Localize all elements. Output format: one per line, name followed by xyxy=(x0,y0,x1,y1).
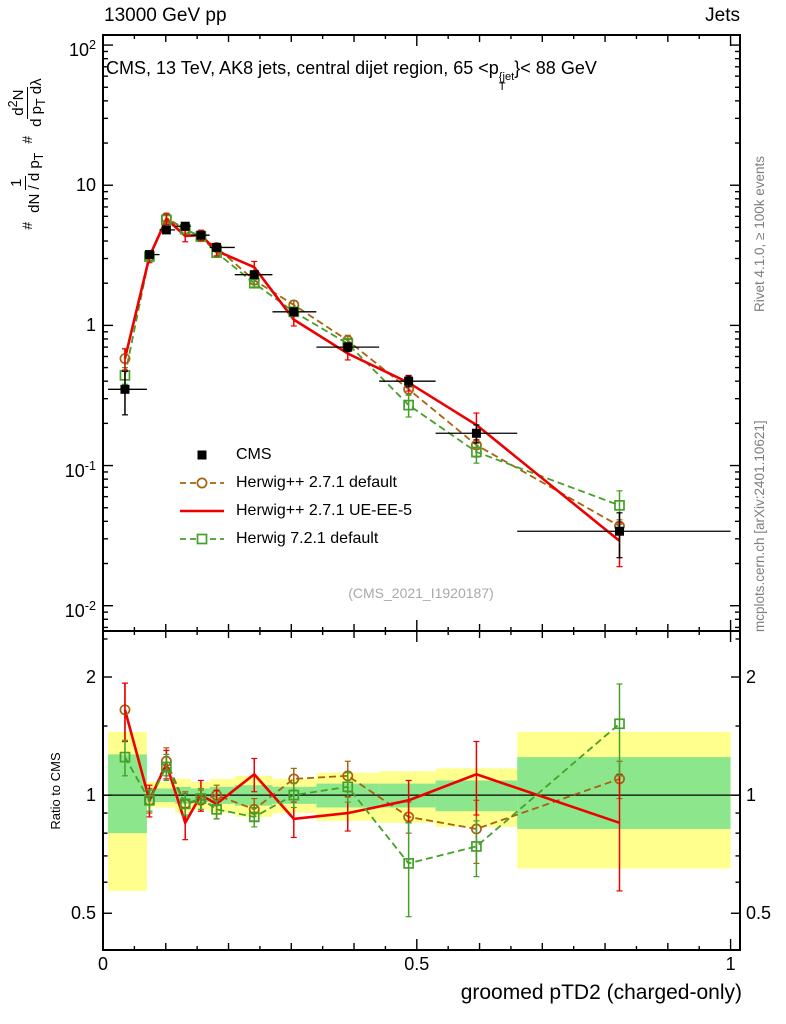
collision-energy-label: 13000 GeV pp xyxy=(104,5,227,26)
process-label: Jets xyxy=(705,5,740,26)
legend-square-open-icon xyxy=(180,533,224,545)
ylabel-frac2-numerator: d2N xyxy=(6,86,29,119)
legend-item-label: Herwig++ 2.7.1 default xyxy=(236,474,397,491)
ratio-y-tick-label-left: 1 xyxy=(85,785,96,806)
main-y-axis-label: # 1 dN / d pT # d2N d pT dλ xyxy=(6,36,49,272)
x-tick-label: 1 xyxy=(725,954,736,974)
ratio-y-tick-label-right: 0.5 xyxy=(746,903,772,924)
ylabel-hash-1: # xyxy=(19,221,36,230)
plot-title: CMS, 13 TeV, AK8 jets, central dijet reg… xyxy=(106,58,597,94)
ylabel-frac1-numerator: 1 xyxy=(8,175,27,190)
x-axis-title: groomed pTD2 (charged-only) xyxy=(460,981,742,1004)
legend-item-2: Herwig++ 2.7.1 UE-EE-5 xyxy=(178,497,412,525)
mcplots-arxiv-note: mcplots.cern.ch [arXiv:2401.10621] xyxy=(752,420,767,632)
rivet-version-note: Rivet 4.1.0, ≥ 100k events xyxy=(752,156,767,312)
ylabel-frac2-denominator: d pT dλ xyxy=(28,78,49,127)
legend-item-label: CMS xyxy=(236,446,272,463)
ylabel-fraction-2: d2N d pT dλ xyxy=(6,78,49,127)
main-y-tick-label: 10 xyxy=(75,175,96,196)
ratio-y-tick-label-right: 2 xyxy=(746,667,757,687)
main-y-tick-label: 10-2 xyxy=(64,598,96,621)
x-tick-label: 0.5 xyxy=(404,954,430,974)
ratio-y-tick-label-right: 1 xyxy=(746,785,757,806)
legend-item-1: Herwig++ 2.7.1 default xyxy=(178,469,412,497)
legend-line-icon xyxy=(180,509,224,513)
ratio-y-tick-label-left: 0.5 xyxy=(70,903,96,924)
legend-circle-open-icon xyxy=(180,477,224,489)
x-tick-label: 0 xyxy=(97,954,108,974)
legend-item-3: Herwig 7.2.1 default xyxy=(178,525,412,553)
ylabel-hash-2: # xyxy=(19,135,36,144)
legend-square-filled-icon xyxy=(197,450,207,460)
main-y-tick-label: 102 xyxy=(68,38,96,61)
analysis-id-watermark: (CMS_2021_I1920187) xyxy=(348,585,494,601)
ratio-y-tick-label-left: 2 xyxy=(85,667,96,687)
legend-item-0: CMS xyxy=(178,441,412,469)
legend-item-label: Herwig++ 2.7.1 UE-EE-5 xyxy=(236,502,413,519)
main-y-tick-label: 1 xyxy=(85,315,96,336)
legend: CMS Herwig++ 2.7.1 default Herwig++ 2.7.1 … xyxy=(178,441,412,553)
main-y-tick-label: 10-1 xyxy=(64,458,96,481)
legend-item-label: Herwig 7.2.1 default xyxy=(236,530,379,547)
